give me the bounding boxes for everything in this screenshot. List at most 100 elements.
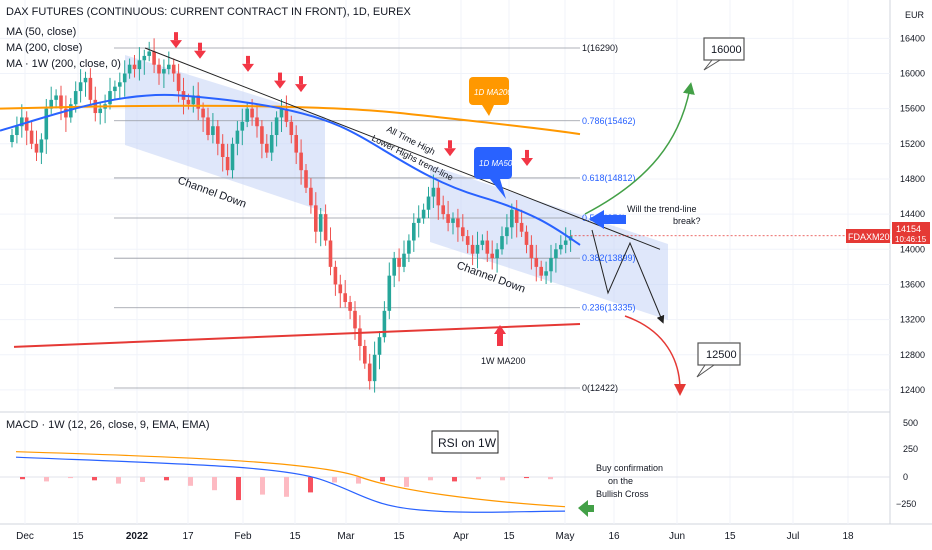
candle-body	[348, 302, 352, 311]
candle-body	[431, 187, 436, 197]
indicator-ma200[interactable]: MA (200, close)	[6, 42, 82, 54]
fib-label: 1(16290)	[582, 43, 618, 53]
candle-body	[505, 227, 509, 237]
candle-body	[387, 275, 392, 311]
ma200-1d-line	[0, 104, 581, 136]
candle-body	[240, 121, 245, 131]
macd-histogram-bar	[92, 477, 97, 481]
macd-tick-label: −250	[896, 499, 916, 509]
price-tag	[892, 222, 930, 244]
candle-body	[441, 205, 445, 215]
candle-body	[490, 253, 494, 259]
y-tick-label: 16000	[900, 68, 925, 78]
symbol-tag-text: FDAXM2022	[848, 232, 900, 242]
macd-signal-line	[15, 451, 566, 508]
macd-histogram-bar	[140, 477, 145, 482]
fib-label: 0.786(15462)	[582, 116, 636, 126]
candle-body	[167, 64, 171, 70]
candle-body	[436, 187, 441, 206]
indicator-ma50[interactable]: MA (50, close)	[6, 26, 76, 38]
x-tick-label: 2022	[126, 531, 149, 542]
macd-histogram-bar	[524, 477, 529, 479]
candle-body	[284, 108, 289, 122]
x-tick-label: 15	[393, 531, 405, 542]
candle-body	[157, 64, 161, 74]
candle-body	[563, 240, 568, 245]
red-arrow-shaft	[246, 55, 250, 64]
macd-histogram-bar	[548, 477, 553, 480]
y-tick-label: 14000	[900, 244, 925, 254]
macd-histogram-bar	[188, 477, 193, 486]
candle-body	[118, 82, 122, 87]
candle-body	[83, 77, 88, 83]
trendline-question-1: Will the trend-line	[627, 204, 697, 214]
fib-label: 0(12422)	[582, 383, 618, 393]
candle-body	[323, 214, 328, 241]
x-tick-label: Mar	[337, 531, 355, 542]
indicator-ma200-1w[interactable]: MA · 1W (200, close, 0)	[6, 58, 121, 70]
red-arrow-shaft	[198, 42, 202, 51]
x-tick-label: May	[556, 531, 575, 542]
macd-histogram-bar	[452, 477, 457, 482]
candle-body	[470, 244, 475, 254]
trendline-question-2: break?	[673, 216, 701, 226]
candle-body	[392, 258, 396, 276]
x-tick-label: Dec	[16, 531, 34, 542]
projection-down	[624, 315, 686, 396]
macd-histogram-bar	[212, 477, 217, 491]
candle-body	[529, 244, 534, 259]
candle-body	[255, 117, 259, 127]
y-tick-label: 12400	[900, 385, 925, 395]
candle-body	[554, 249, 558, 259]
candle-body	[495, 249, 499, 259]
candle-body	[407, 240, 411, 254]
candle-body	[235, 130, 240, 144]
candle-body	[480, 240, 485, 245]
green-arrow	[578, 500, 594, 517]
target-12500-label: 12500	[706, 349, 737, 361]
candle-body	[451, 218, 455, 223]
macd-histogram-bar	[44, 477, 49, 482]
candle-body	[539, 266, 543, 276]
macd-label[interactable]: MACD · 1W (12, 26, close, 9, EMA, EMA)	[6, 419, 210, 431]
candle-body	[534, 258, 539, 267]
red-arrow-shaft	[174, 32, 178, 41]
candle-body	[416, 218, 421, 223]
x-tick-label: 15	[289, 531, 301, 542]
candle-body	[64, 108, 68, 118]
candle-body	[216, 126, 220, 144]
candle-body	[147, 51, 151, 56]
ath-trendline	[144, 47, 661, 250]
candle-body	[152, 51, 156, 65]
candle-body	[363, 345, 367, 364]
y-tick-label: 15600	[900, 104, 925, 114]
candle-body	[24, 117, 29, 131]
candle-body	[402, 253, 406, 267]
macd-histogram-bar	[356, 477, 361, 484]
candle-body	[289, 121, 294, 136]
x-tick-label: Jul	[787, 531, 800, 542]
candle-body	[220, 143, 225, 157]
x-tick-label: 17	[182, 531, 194, 542]
symbol-tag	[846, 229, 890, 243]
red-arrow-head	[295, 84, 307, 93]
candle-body	[549, 258, 553, 272]
macd-histogram-bar	[332, 477, 337, 483]
candle-body	[274, 117, 279, 136]
candle-body	[191, 95, 196, 105]
candle-body	[318, 214, 323, 232]
candle-body	[39, 139, 44, 153]
red-arrow-head	[521, 157, 533, 166]
y-tick-label: 12800	[900, 350, 925, 360]
candle-body	[15, 126, 19, 136]
candle-body	[382, 310, 387, 338]
candle-body	[206, 117, 210, 136]
candle-body	[162, 69, 166, 74]
candle-body	[44, 108, 49, 140]
rsi-box	[431, 430, 499, 454]
candle-body	[59, 95, 63, 109]
candle-body	[176, 73, 181, 92]
chart-title: DAX FUTURES (CONTINUOUS: CURRENT CONTRAC…	[6, 6, 411, 18]
ma200-1d-callout	[469, 77, 509, 105]
